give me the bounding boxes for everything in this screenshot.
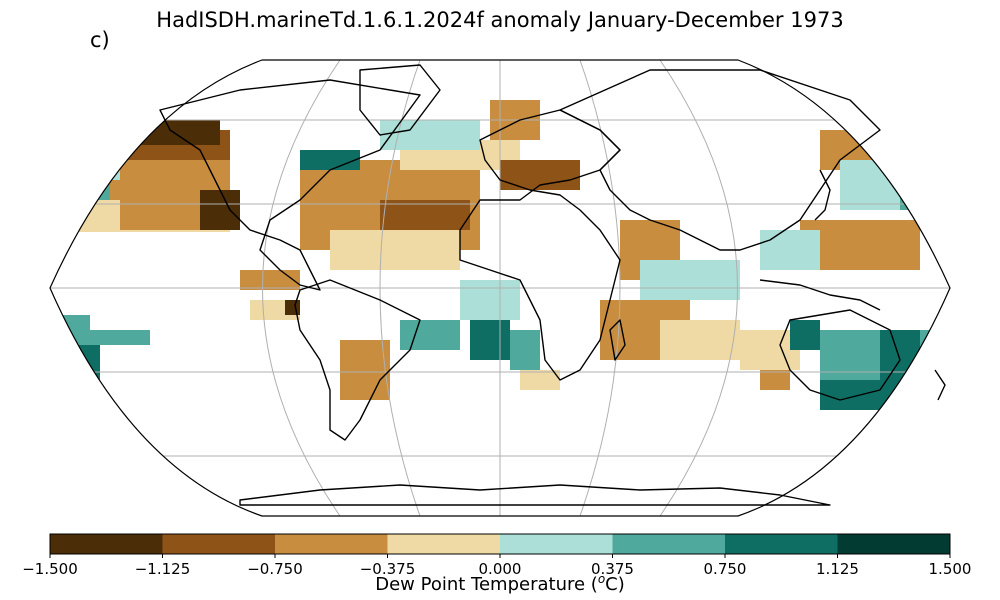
madagascar-coast [609,319,626,361]
colorbar-tick-label: 1.125 [816,560,859,578]
colorbar-tick-label: −0.375 [360,560,416,578]
colorbar-tick-label: 0.000 [479,560,522,578]
colorbar-label: Dew Point Temperature (oC) [0,572,1000,595]
graticule [50,60,950,516]
australia-coast [779,309,901,401]
north-america-coast [159,79,421,291]
japan-coast [814,169,831,221]
colorbar-tick-label: 0.750 [704,560,747,578]
colorbar-segment [500,534,613,554]
colorbar-segment [725,534,838,554]
colorbar-tick-label: −1.500 [22,560,78,578]
south-atlantic-cells [340,280,560,400]
anomaly-cells [60,100,940,410]
colorbar-label-suffix: C) [605,574,625,595]
coastlines [159,64,946,506]
greenland-coast [359,64,441,136]
colorbar-segment [275,534,388,554]
colorbar-segments [50,534,951,554]
indian-ocean-cells [600,220,800,370]
colorbar-segment [387,534,501,554]
globe-outline [49,59,951,517]
new-zealand-coast [934,369,946,401]
colorbar-label-exponent: o [597,572,606,586]
antarctica-coast [239,484,831,506]
map-title: HadISDH.marineTd.1.6.1.2024f anomaly Jan… [156,8,844,32]
colorbar-segment [837,534,951,554]
colorbar-segment [50,534,163,554]
asia-coast [559,69,881,251]
colorbar-tick-label: −0.750 [247,560,303,578]
colorbar-tick-label: −1.125 [135,560,191,578]
colorbar-label-prefix: Dew Point Temperature ( [375,574,598,595]
colorbar-tick-label: 0.375 [591,560,634,578]
colorbar-tick-label: 1.500 [929,560,972,578]
indonesia-coast [759,279,881,311]
panel-label: c) [90,28,110,52]
world-map [49,59,951,517]
south-america-coast [294,279,421,441]
east-pacific-cells [60,270,300,385]
colorbar-segment [612,534,726,554]
colorbar-segment [162,534,276,554]
colorbar-ticks: −1.500 −1.125 −0.750 −0.375 0.000 0.375 0.750 1… [22,554,971,578]
